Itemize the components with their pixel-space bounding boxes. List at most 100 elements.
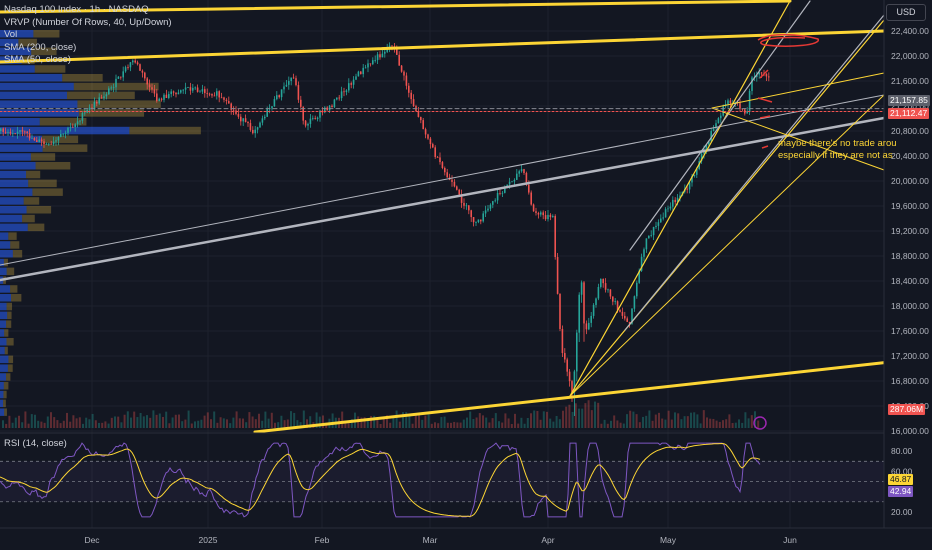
- candle-body: [295, 78, 297, 86]
- candle-body: [643, 249, 645, 257]
- volume-bar: [274, 422, 276, 428]
- candle-body: [223, 97, 225, 100]
- candle-body: [336, 97, 338, 100]
- volume-bar: [728, 414, 731, 428]
- annotation-line-1[interactable]: maybe there's no trade arou: [778, 138, 897, 149]
- volume-label[interactable]: Vol: [4, 29, 18, 40]
- candle-body: [189, 87, 192, 91]
- candle-body: [283, 86, 285, 90]
- candle-body: [247, 122, 249, 124]
- candle-body: [84, 112, 86, 114]
- candle-body: [316, 117, 319, 119]
- profile-up: [0, 170, 27, 179]
- candle-body: [580, 282, 583, 295]
- candle-body: [309, 118, 312, 124]
- profile-down: [62, 74, 103, 82]
- candle-body: [669, 206, 672, 209]
- sma-price-badge: 21,157.85: [888, 95, 930, 106]
- candle-body: [146, 78, 148, 85]
- volume-bar: [565, 406, 568, 428]
- profile-up: [0, 311, 8, 320]
- candle-body: [139, 64, 141, 71]
- volume-bar: [702, 410, 705, 428]
- profile-down: [6, 267, 15, 276]
- profile-up: [0, 241, 11, 249]
- candle-body: [304, 120, 307, 126]
- candle-body: [0, 128, 2, 131]
- profile-down: [6, 338, 14, 346]
- profile-down: [8, 232, 17, 240]
- profile-down: [6, 373, 11, 381]
- volume-bar: [725, 419, 728, 428]
- candle-body: [410, 92, 412, 100]
- sma50-label[interactable]: SMA (50, close): [4, 54, 72, 65]
- volume-bar: [430, 423, 433, 428]
- annotation-line-2[interactable]: especially if they are not as: [778, 150, 893, 161]
- volume-bar: [91, 413, 94, 428]
- candle-body: [254, 129, 256, 134]
- volume-bar: [72, 415, 75, 428]
- currency-button[interactable]: USD: [886, 4, 926, 21]
- symbol-title[interactable]: Nasdaq 100 Index · 1h · NASDAQ: [4, 4, 149, 15]
- candle-body: [240, 116, 242, 122]
- rising-channel-lower: [624, 14, 885, 331]
- vrvp-label[interactable]: VRVP (Number Of Rows, 40, Up/Down): [4, 16, 172, 28]
- volume-bar: [629, 410, 632, 428]
- volume-bar: [421, 419, 424, 428]
- rsi-label[interactable]: RSI (14, close): [4, 438, 67, 449]
- profile-up: [0, 118, 40, 126]
- candle-body: [592, 304, 595, 316]
- candle-body: [96, 101, 98, 104]
- profile-down: [3, 382, 9, 390]
- candle-body: [177, 92, 180, 95]
- candle-body: [180, 90, 182, 93]
- volume-bar: [296, 420, 299, 428]
- candle-body: [93, 101, 96, 109]
- candle-body: [12, 133, 14, 135]
- candle-body: [496, 192, 499, 201]
- volume-bar: [286, 419, 289, 428]
- candle-body: [530, 192, 532, 205]
- volume-bar: [661, 418, 664, 428]
- candle-body: [566, 359, 568, 372]
- candle-body: [91, 107, 93, 109]
- volume-bar: [350, 419, 353, 428]
- volume-bar: [523, 423, 526, 428]
- candle-body: [667, 208, 669, 210]
- profile-down: [6, 302, 13, 311]
- candle-body: [472, 217, 475, 223]
- candle-body: [213, 95, 216, 97]
- candle-body: [705, 144, 708, 150]
- profile-up: [0, 82, 74, 91]
- candle-body: [619, 309, 621, 312]
- candle-body: [338, 97, 340, 99]
- candle-body: [633, 296, 636, 309]
- candle-body: [302, 106, 304, 121]
- volume-bar: [693, 412, 696, 428]
- volume-bar: [600, 423, 603, 428]
- volume-bar: [395, 410, 398, 428]
- candle-body: [201, 89, 204, 92]
- candle-body: [79, 120, 81, 122]
- fan-line-2: [569, 19, 885, 397]
- volume-bar: [638, 422, 641, 428]
- candle-body: [163, 94, 165, 100]
- candle-body: [561, 328, 564, 354]
- volume-bar: [283, 420, 286, 428]
- candle-body: [100, 97, 103, 99]
- candle-body: [348, 83, 350, 91]
- volume-bar: [174, 414, 177, 428]
- rsi-tick-label: 80.00: [891, 446, 913, 456]
- candle-body: [290, 77, 292, 82]
- user-drawings[interactable]: [0, 0, 892, 434]
- volume-bar: [59, 423, 62, 428]
- sma200-label[interactable]: SMA (200, close): [4, 41, 77, 53]
- volume-bar: [450, 422, 452, 428]
- volume-bar: [213, 411, 216, 428]
- volume-bar: [258, 413, 260, 428]
- candle-body: [151, 87, 153, 90]
- candle-body: [117, 76, 120, 79]
- profile-up: [0, 162, 36, 170]
- volume-bar: [2, 420, 4, 428]
